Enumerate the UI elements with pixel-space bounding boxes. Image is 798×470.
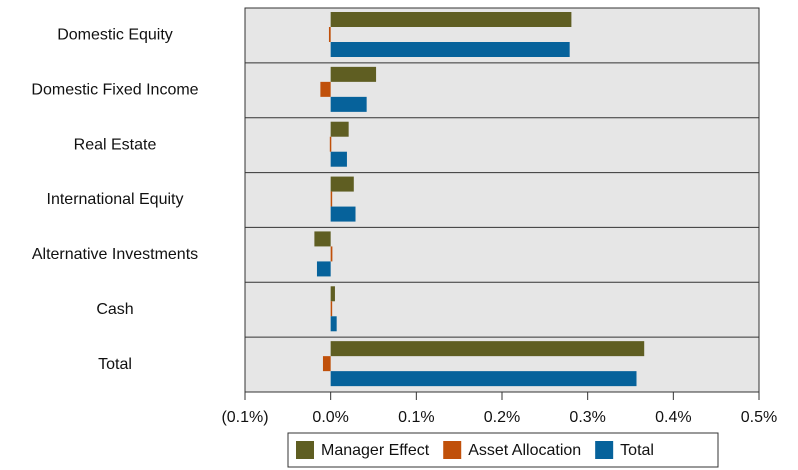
y-tick-label: Total <box>98 356 132 373</box>
bar <box>330 341 645 357</box>
bar <box>330 121 349 137</box>
bar <box>329 136 332 152</box>
bar <box>330 176 354 192</box>
legend-label: Total <box>620 442 654 459</box>
bar <box>330 191 333 207</box>
x-tick-label: 0.5% <box>741 409 777 426</box>
bar <box>330 286 335 302</box>
x-tick-label: 0.2% <box>484 409 520 426</box>
bar <box>330 371 637 387</box>
y-tick-label: International Equity <box>47 191 184 208</box>
y-tick-label: Alternative Investments <box>32 246 198 263</box>
legend-label: Asset Allocation <box>468 442 581 459</box>
legend-label: Manager Effect <box>321 442 430 459</box>
bar <box>330 301 333 317</box>
bar <box>330 316 337 332</box>
bar <box>330 12 572 27</box>
bar <box>328 27 331 42</box>
legend-swatch <box>296 441 314 459</box>
x-tick-label: (0.1%) <box>221 409 268 426</box>
legend-swatch <box>443 441 462 459</box>
bar <box>330 42 570 57</box>
bar <box>330 206 356 222</box>
legend-swatch <box>595 441 614 459</box>
bar <box>330 96 367 112</box>
bar <box>316 261 331 277</box>
x-tick-label: 0.1% <box>398 409 434 426</box>
x-tick-label: 0.4% <box>655 409 691 426</box>
x-tick-label: 0.3% <box>569 409 605 426</box>
y-tick-label: Cash <box>96 301 133 318</box>
x-tick-label: 0.0% <box>312 409 348 426</box>
bar <box>314 231 331 247</box>
y-tick-label: Domestic Equity <box>57 27 173 44</box>
y-tick-label: Real Estate <box>74 136 157 153</box>
bar <box>320 81 331 97</box>
bar <box>322 356 331 372</box>
plot-area <box>244 7 760 393</box>
y-tick-label: Domestic Fixed Income <box>31 82 198 99</box>
legend <box>287 432 719 468</box>
bar <box>330 151 347 167</box>
bar <box>330 66 377 82</box>
bar <box>330 246 333 262</box>
